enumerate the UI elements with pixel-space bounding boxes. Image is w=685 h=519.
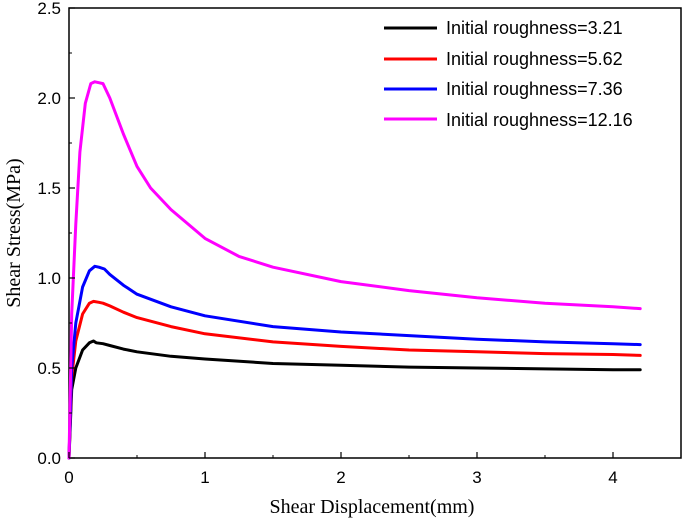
series-layer (67, 80, 642, 460)
y-tick-label: 0.5 (37, 359, 61, 378)
x-tick-label: 1 (200, 468, 209, 487)
y-tick-label: 2.5 (37, 0, 61, 18)
x-tick-label: 0 (64, 468, 73, 487)
legend-label: Initial roughness=7.36 (446, 79, 623, 99)
x-axis: Shear Displacement(mm) (270, 496, 475, 518)
x-axis-title: Shear Displacement(mm) (270, 496, 475, 518)
x-tick-label: 3 (472, 468, 481, 487)
legend-label: Initial roughness=3.21 (446, 18, 623, 38)
series-line (67, 339, 642, 460)
x-tick-label: 4 (608, 468, 617, 487)
y-tick-label: 1.5 (37, 179, 61, 198)
y-tick-label: 2.0 (37, 89, 61, 108)
legend-item: Initial roughness=12.16 (384, 110, 633, 130)
plot-area: 0 1 2 3 4 0.0 0.5 1.0 1.5 2.0 2.5 (37, 0, 682, 487)
y-tick-label: 1.0 (37, 269, 61, 288)
legend-label: Initial roughness=5.62 (446, 49, 623, 69)
legend: Initial roughness=3.21 Initial roughness… (384, 18, 633, 130)
x-tick-label: 2 (336, 468, 345, 487)
series-line (67, 264, 642, 460)
legend-item: Initial roughness=3.21 (384, 18, 623, 38)
series-line (67, 80, 642, 460)
legend-label: Initial roughness=12.16 (446, 110, 633, 130)
series-line (67, 299, 642, 460)
tick-layer: 0 1 2 3 4 0.0 0.5 1.0 1.5 2.0 2.5 (37, 0, 617, 487)
y-axis-title: Shear Stress(MPa) (3, 158, 25, 307)
y-tick-label: 0.0 (37, 449, 61, 468)
y-axis: Shear Stress(MPa) (3, 158, 25, 307)
legend-item: Initial roughness=7.36 (384, 79, 623, 99)
legend-item: Initial roughness=5.62 (384, 49, 623, 69)
plot-frame (68, 7, 682, 459)
